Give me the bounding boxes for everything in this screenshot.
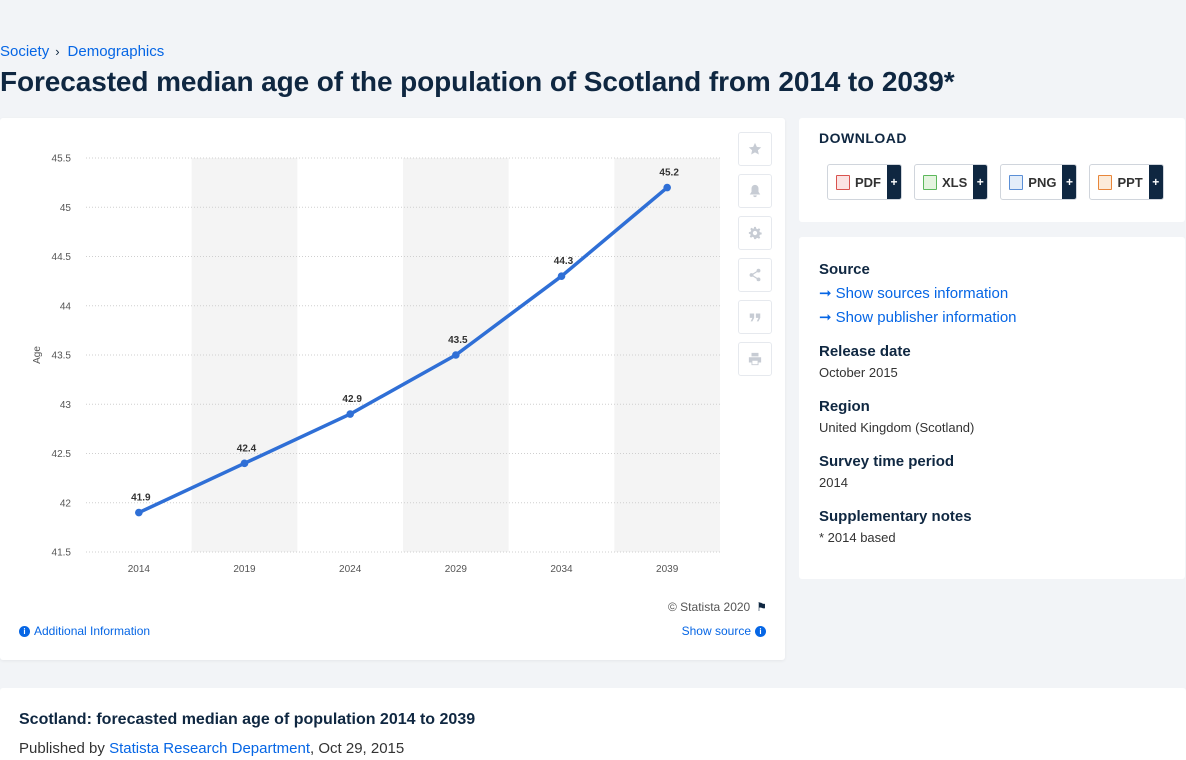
gear-icon[interactable] — [738, 216, 772, 250]
y-tick-label: 45.5 — [52, 154, 72, 165]
ppt-file-icon — [1098, 174, 1113, 190]
source-card: Source ➞ Show sources information ➞ Show p… — [799, 237, 1185, 579]
show-source-label: Show source — [681, 624, 751, 638]
category-band — [614, 158, 720, 552]
y-tick-label: 44 — [60, 301, 72, 312]
show-publisher-label: Show publisher information — [835, 308, 1017, 326]
x-tick-label: 2029 — [445, 564, 468, 575]
published-by: Published by Statista Research Departmen… — [19, 740, 404, 757]
breadcrumb: Society › Demographics — [0, 43, 164, 60]
y-tick-label: 44.5 — [52, 252, 72, 263]
bell-icon[interactable] — [738, 174, 772, 208]
y-tick-label: 43 — [60, 400, 72, 411]
series-line — [137, 185, 669, 515]
download-ppt-button[interactable]: PPT + — [1089, 164, 1164, 200]
x-tick-label: 2024 — [339, 564, 362, 575]
source-heading: Source — [819, 261, 870, 278]
x-tick-label: 2019 — [233, 564, 256, 575]
data-point — [240, 459, 249, 468]
additional-information-link[interactable]: i Additional Information — [19, 624, 150, 638]
region-value: United Kingdom (Scotland) — [819, 420, 975, 435]
data-label: 44.3 — [554, 256, 574, 267]
data-point — [452, 351, 460, 359]
y-tick-label: 45 — [60, 203, 72, 214]
data-point — [663, 183, 671, 192]
plus-icon: + — [1148, 165, 1163, 199]
statistic-title: Scotland: forecasted median age of popul… — [19, 711, 476, 728]
page-title: Forecasted median age of the population … — [0, 66, 955, 97]
show-sources-link[interactable]: ➞ Show sources information — [819, 284, 1009, 303]
copyright: © Statista 2020 ⚑ — [668, 600, 767, 614]
star-icon[interactable] — [738, 132, 772, 166]
download-png-label: PNG — [1028, 174, 1057, 190]
published-prefix: Published by — [19, 740, 105, 757]
published-date: , Oct 29, 2015 — [310, 740, 405, 757]
info-icon: i — [19, 625, 30, 637]
chart-card: 41.5 42 42.5 43 43.5 44 44.5 45 45.5 2014 2019 2024… — [0, 118, 785, 660]
additional-information-label: Additional Information — [34, 624, 151, 638]
download-card: DOWNLOAD PDF + XLS + PNG + PPT + — [799, 118, 1185, 222]
download-pdf-button[interactable]: PDF + — [827, 164, 902, 200]
quote-icon[interactable] — [738, 300, 772, 334]
download-xls-button[interactable]: XLS + — [914, 164, 989, 200]
supplementary-notes-value: * 2014 based — [819, 530, 896, 545]
flag-icon[interactable]: ⚑ — [756, 600, 767, 614]
data-label: 42.4 — [237, 443, 257, 454]
arrow-right-icon: ➞ — [819, 285, 832, 302]
data-label: 41.9 — [131, 493, 151, 504]
data-label: 45.2 — [659, 168, 679, 179]
statistic-info-card: Scotland: forecasted median age of popul… — [0, 688, 1186, 760]
x-tick-label: 2039 — [656, 564, 679, 575]
survey-period-heading: Survey time period — [819, 453, 955, 470]
pdf-file-icon — [836, 174, 850, 190]
region-heading: Region — [819, 398, 870, 415]
show-sources-label: Show sources information — [835, 284, 1009, 302]
release-date-value: October 2015 — [819, 365, 898, 380]
plus-icon: + — [1062, 165, 1077, 199]
data-point — [135, 508, 143, 517]
download-buttons: PDF + XLS + PNG + PPT + — [827, 164, 1164, 200]
plus-icon: + — [887, 165, 901, 199]
share-icon[interactable] — [738, 258, 772, 292]
download-ppt-label: PPT — [1117, 174, 1143, 190]
breadcrumb-separator: › — [55, 44, 60, 59]
survey-period-value: 2014 — [819, 475, 848, 490]
y-tick-label: 42 — [60, 498, 72, 509]
publisher-link[interactable]: Statista Research Department — [109, 740, 311, 757]
y-axis-label: Age — [32, 346, 43, 364]
png-file-icon — [1009, 174, 1024, 190]
data-label: 42.9 — [342, 394, 362, 405]
plus-icon: + — [973, 165, 988, 199]
line-chart: 41.5 42 42.5 43 43.5 44 44.5 45 45.5 2014 2019 2024… — [32, 154, 720, 575]
supplementary-notes-heading: Supplementary notes — [819, 508, 972, 525]
x-tick-label: 2034 — [550, 564, 573, 575]
breadcrumb-demographics[interactable]: Demographics — [67, 43, 165, 60]
x-tick-label: 2014 — [128, 564, 151, 575]
data-point — [557, 272, 566, 280]
data-point — [346, 410, 354, 418]
y-tick-label: 43.5 — [52, 351, 72, 362]
show-publisher-link[interactable]: ➞ Show publisher information — [819, 308, 1017, 327]
xls-file-icon — [923, 174, 937, 190]
download-png-button[interactable]: PNG + — [1000, 164, 1078, 200]
show-source-link[interactable]: Show source i — [682, 624, 766, 638]
breadcrumb-society[interactable]: Society — [0, 43, 50, 60]
download-title: DOWNLOAD — [819, 130, 907, 146]
download-pdf-label: PDF — [855, 174, 881, 190]
download-xls-label: XLS — [942, 174, 968, 190]
print-icon[interactable] — [738, 342, 772, 376]
y-tick-label: 41.5 — [52, 548, 72, 559]
arrow-right-icon: ➞ — [819, 309, 832, 326]
y-tick-label: 42.5 — [52, 449, 72, 460]
info-icon: i — [755, 625, 766, 637]
chart-toolbar — [738, 132, 772, 384]
copyright-text: © Statista 2020 — [668, 600, 751, 614]
data-label: 43.5 — [448, 335, 468, 346]
release-date-heading: Release date — [819, 343, 911, 360]
